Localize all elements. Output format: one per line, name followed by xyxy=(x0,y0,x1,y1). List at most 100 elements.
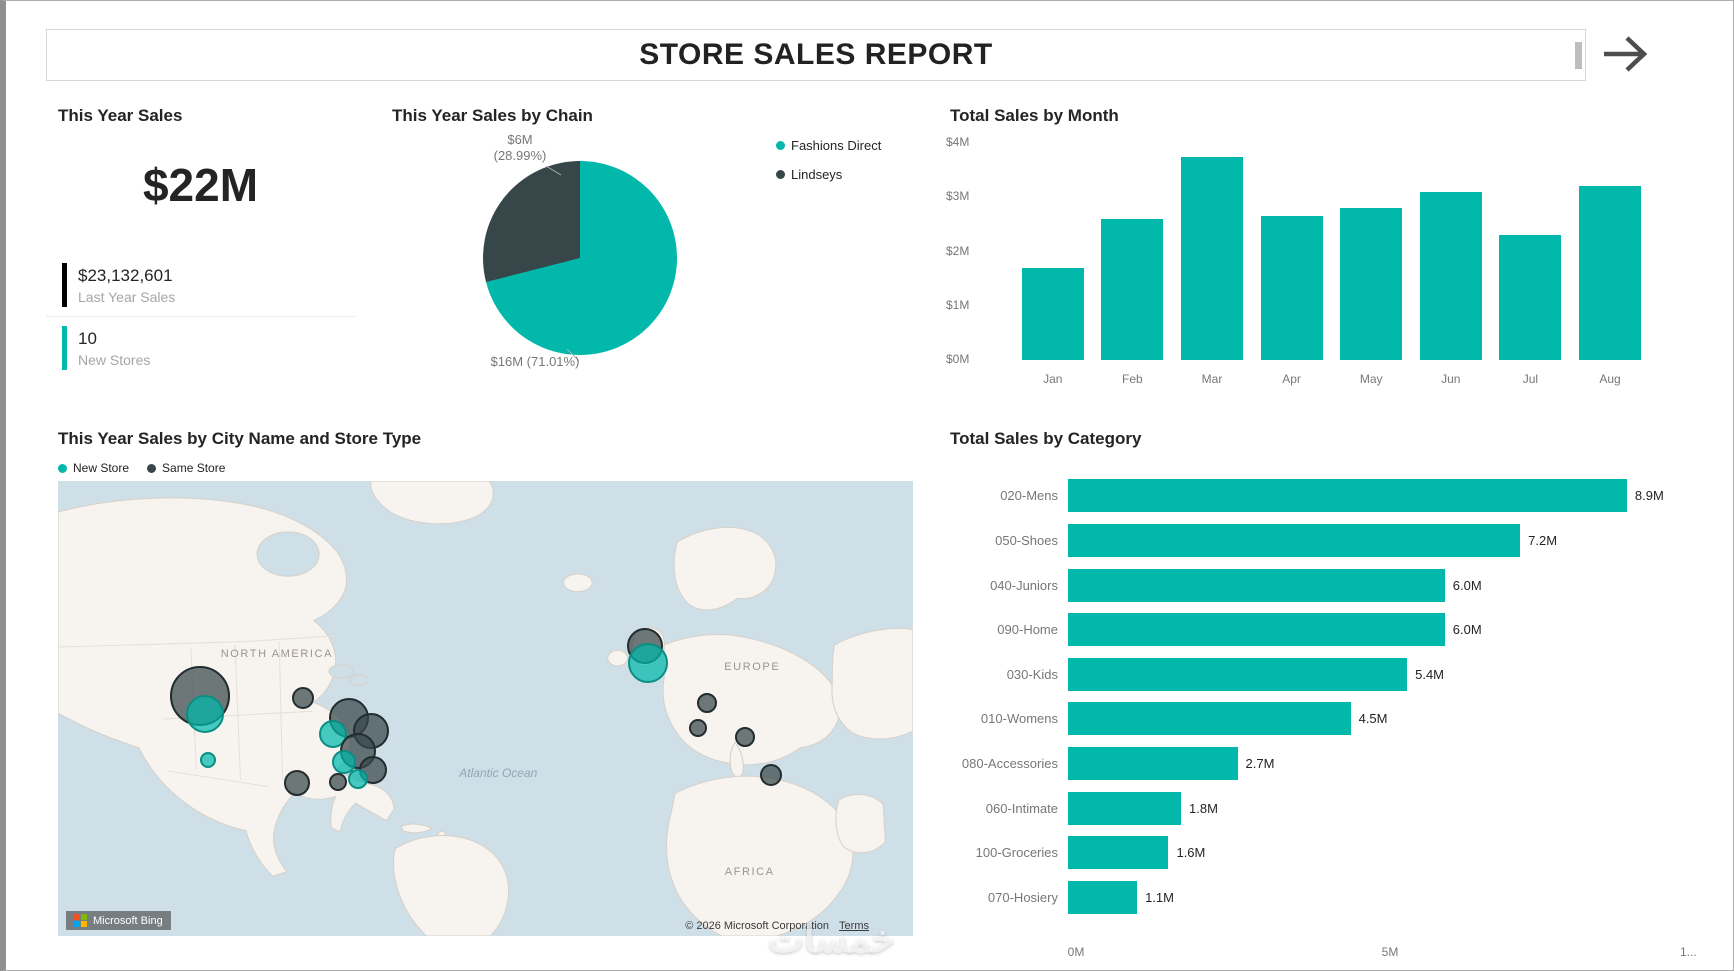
category-row-060-intimate: 060-Intimate 1.8M xyxy=(938,786,1709,831)
category-value-label: 7.2M xyxy=(1528,533,1558,549)
legend-item-new-store[interactable]: New Store xyxy=(58,461,129,475)
land-iceland xyxy=(562,573,593,593)
category-label: 050-Shoes xyxy=(995,533,1058,549)
map-region-label: EUROPE xyxy=(724,661,781,674)
pie-callout-text: $16M (71.01%) xyxy=(490,354,580,369)
month-bar-may[interactable] xyxy=(1340,208,1403,360)
category-bar[interactable] xyxy=(1068,791,1182,825)
land-scandinavia xyxy=(673,526,777,611)
bubble-same-store[interactable] xyxy=(328,773,347,792)
map-canvas[interactable]: NORTH AMERICA EUROPE AFRICA Atlantic Ocean … xyxy=(58,481,913,936)
month-bar-jul[interactable] xyxy=(1499,235,1562,360)
month-xtick-label: Apr xyxy=(1282,372,1301,386)
category-bar[interactable] xyxy=(1068,568,1445,602)
category-bar[interactable] xyxy=(1068,524,1521,558)
bubble-new-store[interactable] xyxy=(627,642,668,683)
month-bar-chart: $0M $1M $2M $3M $4M Jan Feb Mar Apr May Jun Jul Aug xyxy=(938,98,1709,405)
sales-by-city-map-card[interactable]: This Year Sales by City Name and Store T… xyxy=(46,421,913,961)
bubble-same-store[interactable] xyxy=(291,687,314,710)
new-stores-row: 10 New Stores xyxy=(46,316,355,379)
terms-link[interactable]: Terms xyxy=(839,920,869,932)
map-bubbles xyxy=(58,481,913,936)
great-lake xyxy=(328,664,354,679)
microsoft-logo-icon xyxy=(74,914,87,927)
map-region-label: AFRICA xyxy=(724,865,775,878)
legend-label: Lindseys xyxy=(791,167,843,182)
category-xtick-label: 0M xyxy=(1067,945,1085,959)
category-bar[interactable] xyxy=(1068,613,1445,647)
bubble-same-store[interactable] xyxy=(696,692,717,713)
month-bar-jun[interactable] xyxy=(1419,191,1482,360)
category-value-label: 1.8M xyxy=(1189,800,1218,816)
category-bar[interactable] xyxy=(1068,880,1138,914)
category-label: 040-Juniors xyxy=(990,577,1058,593)
legend-item-same-store[interactable]: Same Store xyxy=(147,461,225,475)
category-label: 010-Womens xyxy=(980,711,1058,727)
land-cuba xyxy=(400,823,433,834)
month-xtick-label: Aug xyxy=(1599,372,1621,386)
month-bar-aug[interactable] xyxy=(1579,186,1641,360)
legend-item-fashions-direct[interactable]: Fashions Direct xyxy=(776,138,881,153)
copyright-text: © 2026 Microsoft Corporation xyxy=(685,920,830,932)
bubble-new-store[interactable] xyxy=(348,769,369,790)
bubble-new-store[interactable] xyxy=(319,719,348,748)
category-row-040-juniors: 040-Juniors 6.0M xyxy=(938,563,1709,608)
new-stores-text: 10 New Stores xyxy=(78,329,150,368)
report-header: STORE SALES REPORT xyxy=(46,29,1586,81)
month-bar-mar[interactable] xyxy=(1181,156,1243,360)
land-europe xyxy=(662,633,841,766)
chain-pie-chart[interactable] xyxy=(483,161,677,355)
category-value-label: 8.9M xyxy=(1634,488,1664,504)
category-bar[interactable] xyxy=(1068,702,1351,736)
legend-dot-icon xyxy=(58,463,67,473)
category-label: 100-Groceries xyxy=(975,845,1058,861)
category-row-070-hosiery: 070-Hosiery 1.1M xyxy=(938,875,1709,920)
bubble-same-store[interactable] xyxy=(688,719,707,738)
map-copyright: © 2026 Microsoft Corporation Terms xyxy=(685,920,869,932)
last-year-sales-value: $23,132,601 xyxy=(78,265,173,285)
category-bar[interactable] xyxy=(1068,479,1627,513)
this-year-sales-card[interactable]: This Year Sales $22M $23,132,601 Last Ye… xyxy=(46,98,355,405)
sales-by-city-title: This Year Sales by City Name and Store T… xyxy=(58,429,422,448)
category-value-label: 6.0M xyxy=(1452,622,1482,638)
category-label: 070-Hosiery xyxy=(987,889,1058,905)
category-label: 090-Home xyxy=(997,622,1058,638)
last-year-sales-label: Last Year Sales xyxy=(78,288,176,305)
land-ireland xyxy=(607,649,629,667)
month-bar-jan[interactable] xyxy=(1021,267,1084,360)
category-value-label: 1.1M xyxy=(1145,889,1174,905)
landmasses xyxy=(58,481,913,936)
category-row-090-home: 090-Home 6.0M xyxy=(938,608,1709,653)
category-bar[interactable] xyxy=(1068,836,1169,870)
last-year-sales-row: $23,132,601 Last Year Sales xyxy=(46,254,355,316)
new-stores-marker xyxy=(62,326,67,370)
bubble-same-store[interactable] xyxy=(760,764,783,787)
pie-callout-text: $6M xyxy=(507,132,533,147)
category-value-label: 4.5M xyxy=(1358,711,1388,727)
legend-item-lindseys[interactable]: Lindseys xyxy=(776,167,881,182)
legend-label: New Store xyxy=(73,461,130,475)
month-ytick-label: $0M xyxy=(946,352,970,366)
category-bar[interactable] xyxy=(1068,747,1238,781)
last-year-sales-text: $23,132,601 Last Year Sales xyxy=(78,266,175,305)
header-scrollbar-thumb[interactable] xyxy=(1575,42,1582,69)
month-bar-apr[interactable] xyxy=(1260,216,1323,360)
month-xtick-label: Jun xyxy=(1441,372,1461,386)
next-page-arrow-button[interactable] xyxy=(1602,33,1650,75)
month-bar-feb[interactable] xyxy=(1101,218,1164,360)
bubble-same-store[interactable] xyxy=(283,770,310,797)
bubble-new-store[interactable] xyxy=(199,751,216,768)
legend-dot-icon xyxy=(147,463,157,473)
month-xtick-label: May xyxy=(1359,372,1383,386)
bubble-same-store[interactable] xyxy=(734,726,755,747)
sales-by-category-card[interactable]: Total Sales by Category 020-Mens 8.9M 050-… xyxy=(938,421,1709,970)
month-xtick-label: Feb xyxy=(1122,372,1143,386)
this-year-sales-title: This Year Sales xyxy=(58,106,183,125)
bubble-new-store[interactable] xyxy=(186,695,225,734)
sales-by-month-card[interactable]: Total Sales by Month $0M $1M $2M $3M $4M Jan F… xyxy=(938,98,1709,405)
sales-by-chain-card[interactable]: This Year Sales by Chain $6M (28.99%) $16M… xyxy=(380,98,913,405)
category-bar[interactable] xyxy=(1068,657,1408,691)
category-label: 080-Accessories xyxy=(961,756,1058,772)
category-bar-chart: 020-Mens 8.9M 050-Shoes 7.2M 040-Juniors 6.0M… xyxy=(938,421,1709,970)
month-ytick-label: $1M xyxy=(946,297,970,312)
